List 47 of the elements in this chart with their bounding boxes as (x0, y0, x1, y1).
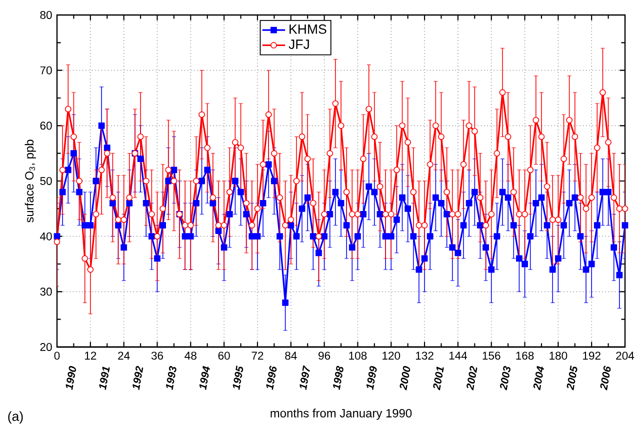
x2-tick-label: 2001 (433, 366, 444, 390)
x-tick-label: 108 (349, 352, 367, 360)
x2-tick-label: 1993 (166, 366, 176, 390)
x2-tick-label: 1996 (266, 366, 277, 390)
x-tick-label: 144 (449, 352, 468, 360)
x-tick-label: 24 (118, 352, 130, 360)
x-tick-label: 120 (382, 352, 400, 360)
y-tick-label: 40 (40, 232, 52, 240)
x-tick-label: 36 (151, 352, 164, 360)
x2-tick-label: 1995 (232, 365, 244, 390)
x2-tick-label: 2002 (466, 366, 478, 390)
x-tick-label: 156 (482, 352, 500, 360)
x2-tick-label: 1992 (132, 366, 144, 390)
x-tick-label: 96 (318, 352, 330, 360)
x-axis-title: months from January 1990 (270, 408, 412, 420)
x2-tick-label: 2005 (566, 365, 578, 390)
legend-label: JFJ (288, 40, 309, 49)
x2-tick-label: 1998 (333, 366, 344, 390)
x-tick-label: 60 (218, 352, 230, 360)
y-tick-label: 30 (40, 288, 52, 296)
x-tick-label: 0 (54, 352, 60, 360)
x-tick-label: 84 (285, 352, 297, 360)
y-tick-label: 20 (40, 343, 52, 351)
x-tick-label: 132 (416, 352, 434, 360)
x-tick-label: 204 (616, 352, 634, 360)
x-tick-label: 72 (252, 352, 264, 360)
x2-tick-label: 1991 (99, 366, 110, 390)
x-tick-label: 168 (516, 352, 534, 360)
x-tick-label: 192 (583, 352, 600, 360)
y-axis-title: surface O$_{3}$, ppb (24, 140, 36, 222)
x2-tick-label: 1994 (199, 366, 210, 390)
text: (a) (8, 411, 23, 424)
x2-tick-label: 1990 (66, 366, 76, 390)
x2-tick-label: 2006 (600, 366, 611, 390)
x2-tick-label: 2000 (400, 366, 410, 390)
x-tick-label: 48 (184, 352, 196, 360)
x2-tick-label: 2003 (500, 366, 510, 390)
x-tick-label: 180 (550, 352, 568, 360)
y-tick-label: 70 (40, 66, 52, 74)
x2-tick-label: 2004 (533, 366, 544, 390)
x2-tick-label: 1997 (300, 365, 310, 390)
y-tick-label: 60 (40, 122, 52, 130)
x2-tick-label: 1999 (366, 366, 377, 390)
y-tick-label: 80 (40, 11, 52, 19)
legend-label: KHMS (290, 24, 326, 34)
x-tick-label: 12 (84, 352, 96, 360)
y-tick-label: 50 (40, 177, 52, 185)
